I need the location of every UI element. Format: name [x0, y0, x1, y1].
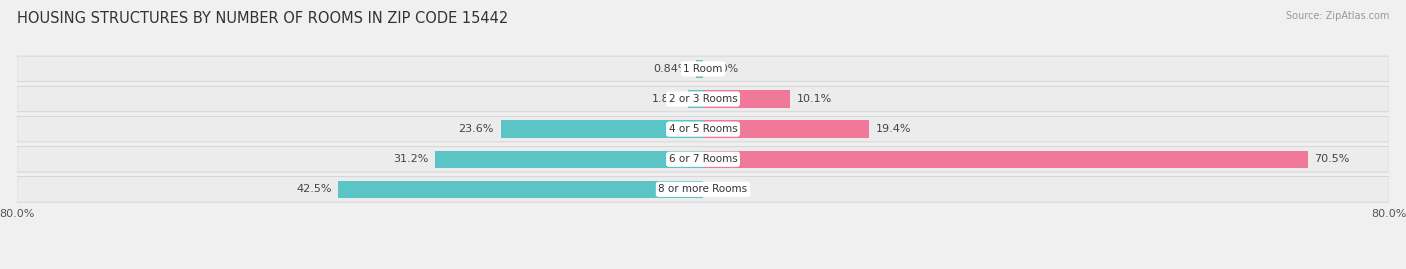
Text: 0.0%: 0.0%	[710, 64, 738, 74]
Text: 70.5%: 70.5%	[1315, 154, 1350, 164]
Text: 19.4%: 19.4%	[876, 124, 911, 134]
Text: 4 or 5 Rooms: 4 or 5 Rooms	[669, 124, 737, 134]
Text: Source: ZipAtlas.com: Source: ZipAtlas.com	[1285, 11, 1389, 21]
Bar	[688, 90, 703, 108]
Text: HOUSING STRUCTURES BY NUMBER OF ROOMS IN ZIP CODE 15442: HOUSING STRUCTURES BY NUMBER OF ROOMS IN…	[17, 11, 508, 26]
Text: 10.1%: 10.1%	[796, 94, 832, 104]
Bar	[696, 60, 703, 77]
Bar	[339, 181, 703, 198]
Bar	[703, 90, 790, 108]
FancyBboxPatch shape	[17, 176, 1389, 202]
FancyBboxPatch shape	[17, 56, 1389, 82]
FancyBboxPatch shape	[17, 116, 1389, 142]
Bar	[703, 151, 1308, 168]
Text: 2 or 3 Rooms: 2 or 3 Rooms	[669, 94, 737, 104]
Text: 1.8%: 1.8%	[652, 94, 681, 104]
Text: 0.84%: 0.84%	[654, 64, 689, 74]
Text: 42.5%: 42.5%	[297, 184, 332, 194]
FancyBboxPatch shape	[17, 86, 1389, 112]
Text: 23.6%: 23.6%	[458, 124, 494, 134]
Text: 0.0%: 0.0%	[710, 184, 738, 194]
Text: 1 Room: 1 Room	[683, 64, 723, 74]
Text: 8 or more Rooms: 8 or more Rooms	[658, 184, 748, 194]
Text: 31.2%: 31.2%	[394, 154, 429, 164]
Bar	[501, 121, 703, 138]
FancyBboxPatch shape	[17, 146, 1389, 172]
Bar	[703, 121, 869, 138]
Bar	[436, 151, 703, 168]
Text: 6 or 7 Rooms: 6 or 7 Rooms	[669, 154, 737, 164]
